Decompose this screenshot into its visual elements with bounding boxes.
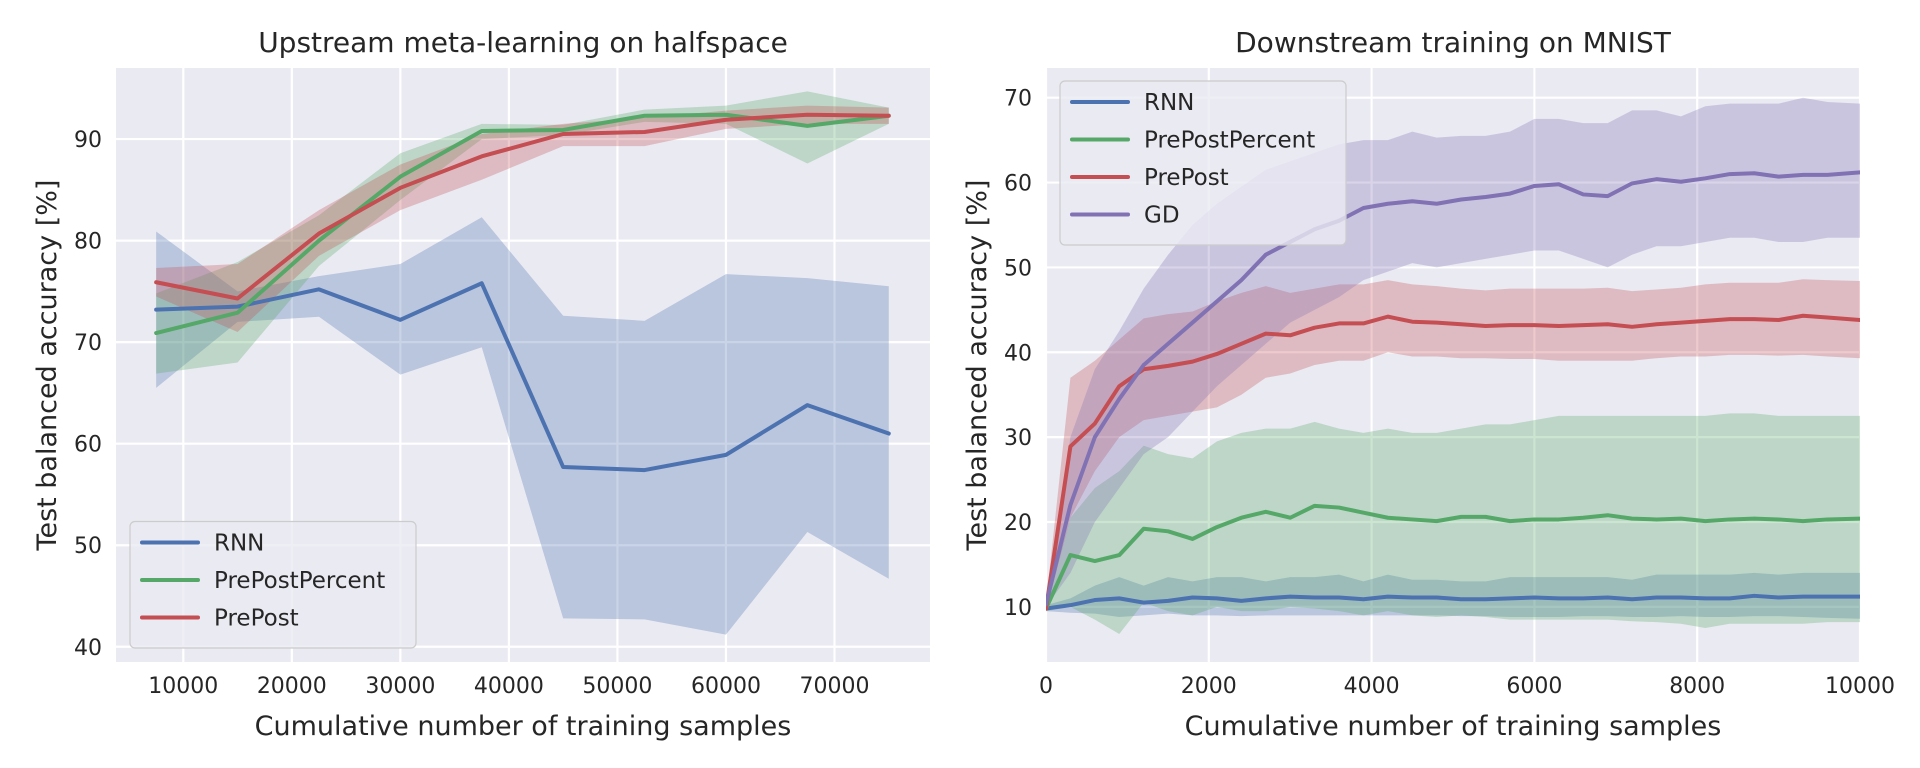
x-tick-label-0: 0 — [1039, 674, 1053, 699]
series-line-gd — [1046, 170, 1860, 607]
x-tick-label-8000: 8000 — [1669, 674, 1725, 699]
legend-box — [129, 520, 417, 649]
series-group — [154, 91, 891, 635]
confidence-band-prepost — [156, 105, 889, 332]
y-tick-label-70: 70 — [74, 331, 102, 356]
y-tick-label-60: 60 — [74, 433, 102, 458]
confidence-band-prepostpercent — [156, 91, 889, 374]
legend-label-gd: GD — [1144, 203, 1180, 229]
legend-label-prepost: PrePost — [214, 606, 299, 632]
confidence-band-prepost — [1046, 279, 1860, 612]
x-tick-label-70000: 70000 — [799, 674, 869, 699]
y-tick-label-90: 90 — [74, 128, 102, 153]
legend: RNN PrePostPercent PrePost — [129, 520, 417, 649]
legend-label-prepostpercent: PrePostPercent — [214, 568, 385, 594]
y-tick-label-40: 40 — [1004, 341, 1032, 366]
left-chart-upstream: 10000 20000 30000 40000 50000 60000 70000 40 50 6… — [32, 26, 930, 742]
x-tick-label-6000: 6000 — [1506, 674, 1562, 699]
x-tick-label-10000: 10000 — [1825, 674, 1895, 699]
x-tick-label-20000: 20000 — [257, 674, 327, 699]
x-tick-label-50000: 50000 — [582, 674, 652, 699]
confidence-band-rnn — [156, 217, 889, 635]
y-tick-label-80: 80 — [74, 230, 102, 255]
y-tick-label-50: 50 — [74, 534, 102, 559]
x-tick-label-2000: 2000 — [1181, 674, 1237, 699]
x-tick-label-10000: 10000 — [148, 674, 218, 699]
confidence-band-prepostpercent — [1046, 413, 1860, 634]
y-tick-label-70: 70 — [1004, 87, 1032, 112]
x-axis-label: Cumulative number of training samples — [1185, 711, 1722, 742]
chart-title: Upstream meta-learning on halfspace — [258, 26, 788, 59]
legend-label-rnn: RNN — [214, 531, 264, 557]
right-chart-downstream: 0 2000 4000 6000 8000 10000 10 20 30 40 50 60 70 Down… — [962, 26, 1895, 742]
x-tick-label-40000: 40000 — [474, 674, 544, 699]
legend-label-prepostpercent: PrePostPercent — [1144, 128, 1315, 154]
x-tick-label-30000: 30000 — [365, 674, 435, 699]
y-tick-label-50: 50 — [1004, 256, 1032, 281]
series-line-prepostpercent — [1046, 503, 1860, 611]
series-line-prepost — [1046, 313, 1860, 611]
legend: RNN PrePostPercent PrePost GD — [1059, 80, 1347, 246]
series-line-rnn — [1046, 593, 1860, 611]
legend-label-prepost: PrePost — [1144, 165, 1229, 191]
x-tick-label-4000: 4000 — [1344, 674, 1400, 699]
y-axis-label: Test balanced accuracy [%] — [962, 180, 993, 552]
series-line-prepost — [154, 112, 891, 301]
y-tick-label-30: 30 — [1004, 426, 1032, 451]
y-axis-label: Test balanced accuracy [%] — [32, 180, 63, 552]
y-tick-label-20: 20 — [1004, 511, 1032, 536]
series-line-prepostpercent — [154, 112, 891, 336]
x-axis-label: Cumulative number of training samples — [255, 711, 792, 742]
y-tick-label-60: 60 — [1004, 172, 1032, 197]
legend-label-rnn: RNN — [1144, 90, 1194, 116]
y-tick-label-10: 10 — [1004, 596, 1032, 621]
series-line-rnn — [154, 281, 891, 473]
confidence-band-rnn — [1046, 572, 1860, 619]
x-tick-label-60000: 60000 — [691, 674, 761, 699]
y-tick-label-40: 40 — [74, 636, 102, 661]
chart-title: Downstream training on MNIST — [1235, 26, 1672, 59]
legend-box — [1059, 80, 1347, 246]
